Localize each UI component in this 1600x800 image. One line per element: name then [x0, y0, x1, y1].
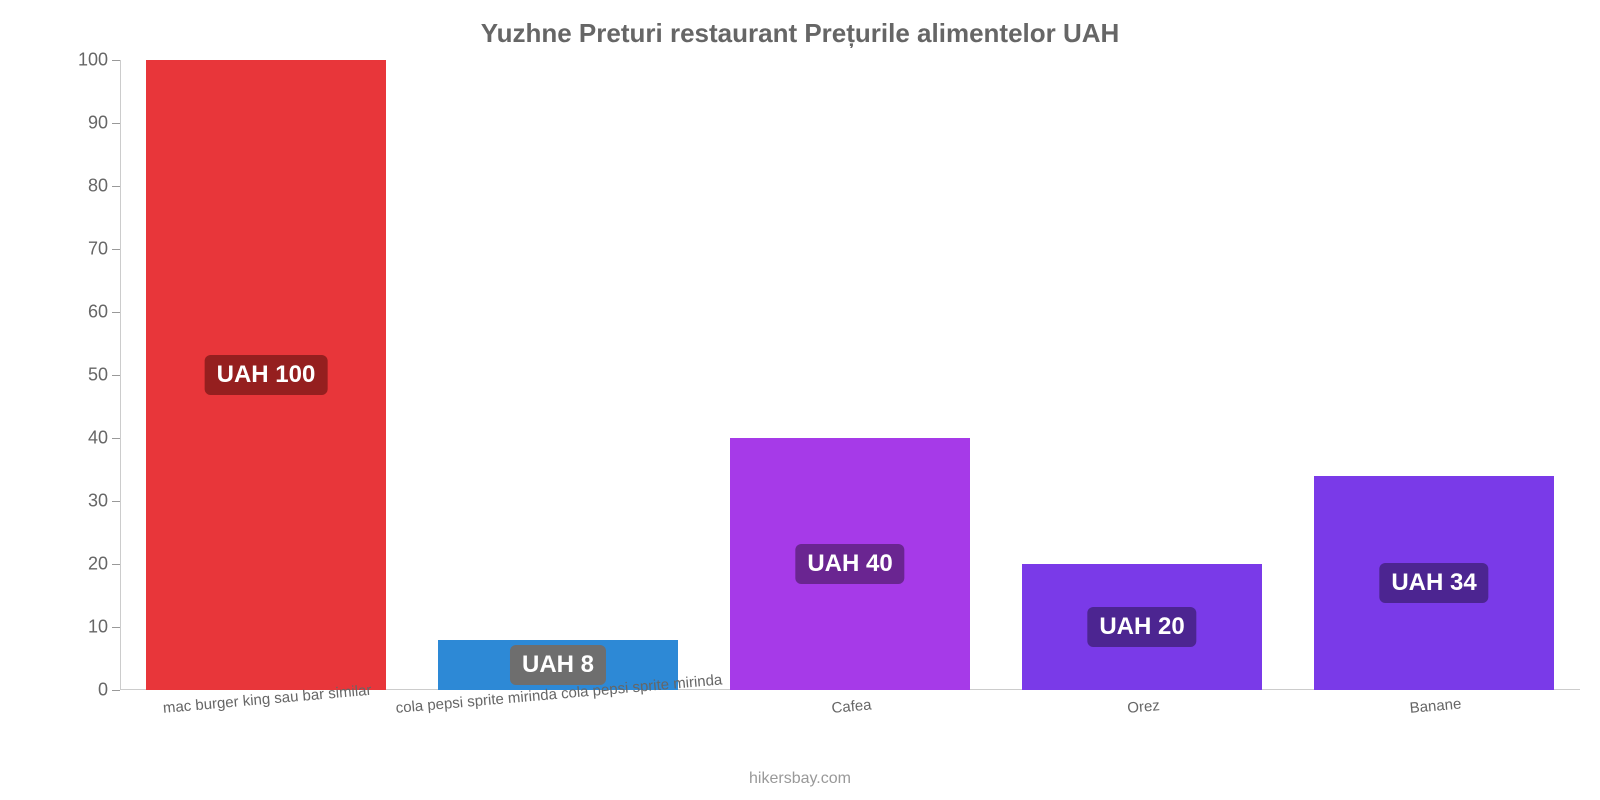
chart-title: Yuzhne Preturi restaurant Prețurile alim…: [0, 0, 1600, 55]
bar-slot: UAH 34Banane: [1288, 60, 1580, 690]
y-tick-label: 70: [88, 239, 120, 260]
bars-container: UAH 100mac burger king sau bar similarUA…: [120, 60, 1580, 690]
y-tick-label: 60: [88, 302, 120, 323]
value-badge: UAH 40: [795, 544, 904, 584]
value-badge: UAH 20: [1087, 607, 1196, 647]
y-tick-label: 20: [88, 554, 120, 575]
y-tick-label: 10: [88, 617, 120, 638]
y-tick-label: 80: [88, 176, 120, 197]
x-category-label: Cafea: [830, 687, 872, 717]
bar-slot: UAH 100mac burger king sau bar similar: [120, 60, 412, 690]
value-badge: UAH 34: [1379, 563, 1488, 603]
y-tick-label: 90: [88, 113, 120, 134]
bar-slot: UAH 8cola pepsi sprite mirinda cola peps…: [412, 60, 704, 690]
y-tick-label: 100: [78, 50, 120, 71]
attribution-text: hikersbay.com: [0, 770, 1600, 788]
y-tick-label: 40: [88, 428, 120, 449]
x-category-label: Orez: [1126, 687, 1161, 717]
y-tick-label: 50: [88, 365, 120, 386]
y-tick-label: 30: [88, 491, 120, 512]
x-category-label: Banane: [1408, 685, 1462, 716]
y-tick-label: 0: [98, 680, 120, 701]
value-badge: UAH 100: [205, 355, 328, 395]
plot-area: UAH 100mac burger king sau bar similarUA…: [120, 60, 1580, 690]
bar-slot: UAH 40Cafea: [704, 60, 996, 690]
bar-slot: UAH 20Orez: [996, 60, 1288, 690]
